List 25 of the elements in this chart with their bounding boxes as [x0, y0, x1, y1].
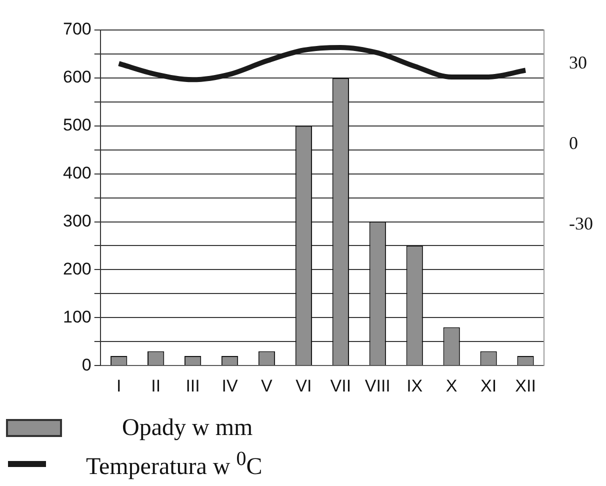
- y-tick-label: 600: [62, 68, 92, 87]
- x-tick-label: X: [446, 376, 458, 396]
- x-tick-label: VIII: [364, 376, 390, 396]
- x-tick-label: V: [261, 376, 274, 396]
- x-tick-label: IX: [406, 376, 423, 396]
- y-tick-label: 500: [62, 116, 92, 135]
- y-tick-label: 100: [62, 307, 92, 326]
- text: Opady w mm: [122, 414, 253, 442]
- x-tick-label: III: [186, 376, 200, 396]
- x-tick-label: VI: [296, 376, 312, 396]
- y2-tick-label: -30: [569, 213, 594, 234]
- y-tick-label: 200: [62, 259, 92, 278]
- x-tick-label: IV: [222, 376, 238, 396]
- x-tick-label: VII: [330, 376, 352, 396]
- y-tick-label: 300: [62, 211, 92, 230]
- y2-tick-label: 30: [569, 52, 588, 72]
- y-tick-label: 700: [62, 20, 92, 39]
- legend-label: Temperatura w $^{0}$C: [86, 448, 262, 480]
- x-tick-label: XII: [515, 376, 536, 396]
- x-tick-label: II: [151, 376, 161, 396]
- y-tick-label: 0: [82, 355, 92, 374]
- y2-tick-label: 0: [569, 132, 578, 153]
- x-tick-label: I: [116, 376, 122, 396]
- y-tick-label: 400: [62, 164, 92, 183]
- x-tick-label: XI: [480, 376, 497, 396]
